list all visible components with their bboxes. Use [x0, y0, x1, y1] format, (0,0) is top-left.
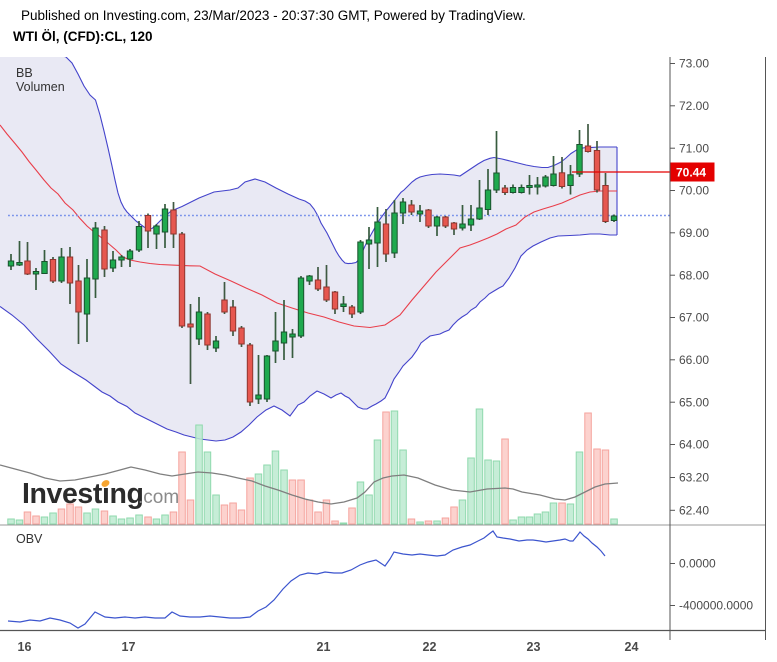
svg-text:65.00: 65.00: [679, 395, 709, 409]
svg-text:62.40: 62.40: [679, 504, 709, 518]
svg-text:-400000.0000: -400000.0000: [679, 599, 753, 613]
svg-text:71.00: 71.00: [679, 141, 709, 155]
svg-text:23: 23: [527, 640, 541, 654]
svg-text:21: 21: [317, 640, 331, 654]
svg-text:67.00: 67.00: [679, 311, 709, 325]
svg-text:17: 17: [122, 640, 136, 654]
svg-text:73.00: 73.00: [679, 57, 709, 71]
svg-text:72.00: 72.00: [679, 99, 709, 113]
svg-text:70.44: 70.44: [676, 166, 706, 180]
svg-text:68.00: 68.00: [679, 268, 709, 282]
svg-text:OBV: OBV: [16, 532, 43, 546]
svg-text:0.0000: 0.0000: [679, 557, 716, 571]
svg-text:66.00: 66.00: [679, 353, 709, 367]
svg-text:70.00: 70.00: [679, 184, 709, 198]
svg-text:16: 16: [18, 640, 32, 654]
svg-text:64.00: 64.00: [679, 438, 709, 452]
svg-text:Investing: Investing: [22, 478, 144, 510]
svg-text:63.20: 63.20: [679, 471, 709, 485]
svg-text:22: 22: [423, 640, 437, 654]
svg-text:Volumen: Volumen: [16, 80, 65, 94]
svg-text:.com: .com: [138, 487, 179, 508]
svg-text:BB: BB: [16, 66, 33, 80]
svg-text:24: 24: [625, 640, 639, 654]
svg-text:69.00: 69.00: [679, 226, 709, 240]
